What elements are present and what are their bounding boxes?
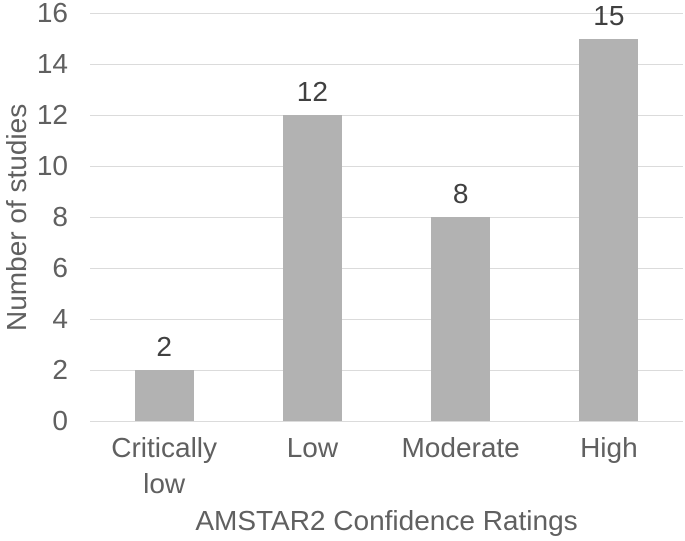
- y-tick-label: 4: [52, 303, 68, 334]
- x-category-label: Critically low: [111, 432, 218, 499]
- x-category-label: Low: [286, 432, 339, 463]
- y-tick-label: 8: [52, 201, 68, 232]
- bar-critically-low: [134, 370, 194, 421]
- y-tick-label: 16: [36, 0, 68, 28]
- x-category-label: Moderate: [401, 432, 520, 463]
- bar-value-label: 8: [452, 178, 469, 209]
- bar-low: [282, 115, 342, 421]
- bar-moderate: [431, 217, 491, 421]
- gridline: [90, 420, 683, 422]
- y-tick-label: 14: [36, 48, 68, 79]
- gridline: [90, 63, 683, 65]
- y-tick-label: 0: [52, 405, 68, 436]
- bar-high: [579, 38, 639, 421]
- gridline: [90, 165, 683, 167]
- gridline: [90, 318, 683, 320]
- gridline: [90, 12, 683, 14]
- bar-value-label: 15: [593, 0, 625, 31]
- bar-value-label: 2: [156, 331, 172, 362]
- y-tick-label: 2: [52, 354, 68, 385]
- plot-area: 2 12 8 15: [90, 0, 683, 422]
- bar-value-label: 12: [296, 76, 328, 107]
- y-tick-label: 12: [36, 99, 68, 130]
- gridline: [90, 369, 683, 371]
- y-tick-label: 6: [52, 252, 68, 283]
- gridline: [90, 114, 683, 116]
- x-axis-title: AMSTAR2 Confidence Ratings: [195, 505, 578, 536]
- gridline: [90, 267, 683, 269]
- gridline: [90, 216, 683, 218]
- x-category-label: High: [580, 432, 638, 463]
- y-tick-label: 10: [36, 150, 68, 181]
